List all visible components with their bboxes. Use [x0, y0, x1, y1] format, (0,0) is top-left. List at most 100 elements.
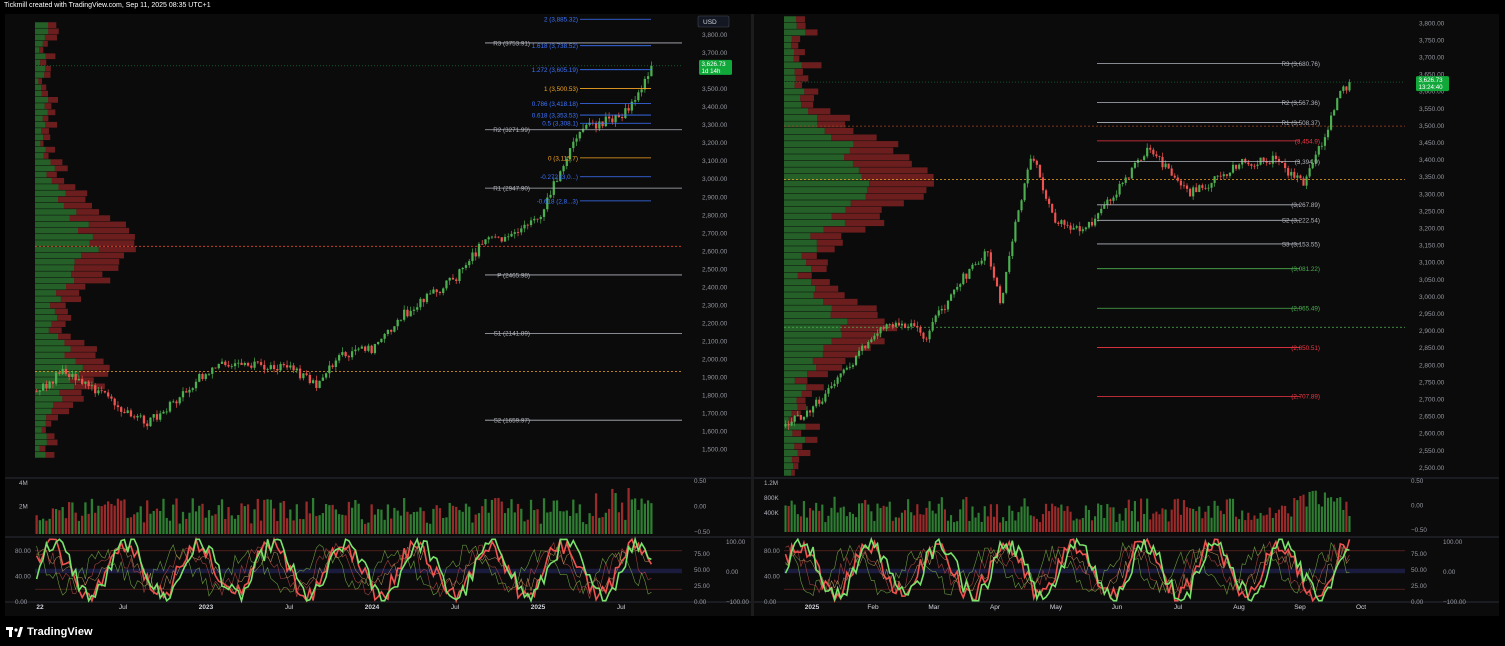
candle-body	[864, 345, 867, 349]
candle-body	[925, 338, 928, 340]
volume-bar	[120, 500, 123, 534]
oscillator-tick-label: 0.50	[694, 478, 707, 485]
volume-axis-label: 1.2M	[764, 480, 778, 487]
chart-panel-right[interactable]: 2,500.00 2,550.00 2,600.00 2,650.00 2,700.00…	[754, 14, 1499, 616]
candle-body	[386, 329, 390, 334]
candle-body	[240, 362, 243, 366]
y-tick-label: 3,550.00	[1419, 106, 1445, 113]
volume-bar	[1308, 491, 1311, 532]
candle-body	[185, 391, 188, 393]
candle-body	[805, 410, 809, 417]
candle-body	[266, 369, 269, 370]
y-tick-label: 2,900.00	[702, 194, 728, 201]
chart-right-svg[interactable]: 2,500.00 2,550.00 2,600.00 2,650.00 2,700.00…	[754, 14, 1499, 616]
volume-bar	[432, 508, 435, 534]
candle-body	[1317, 146, 1320, 155]
volume-bar	[1185, 507, 1189, 532]
volume-bar	[458, 510, 461, 534]
candle-body	[64, 368, 68, 374]
volume-bar	[110, 503, 113, 534]
volume-bar	[824, 522, 827, 532]
y-tick-label: 2,550.00	[1419, 448, 1445, 455]
volume-bar	[986, 516, 989, 532]
candle-body	[931, 322, 934, 331]
volume-profile-bar-up	[35, 445, 40, 452]
volume-bar	[854, 517, 858, 532]
volume-bar	[295, 504, 298, 534]
volume-profile-bar-down	[48, 327, 62, 334]
pivot-level-label: (2,965.49)	[1291, 306, 1320, 313]
volume-profile-bar-up	[35, 389, 60, 396]
x-tick-label: Aug	[1233, 604, 1245, 611]
volume-profile-bar-up	[784, 390, 802, 397]
volume-bar	[477, 513, 481, 534]
volume-bar	[910, 512, 913, 532]
candle-body	[217, 363, 220, 369]
volume-bar	[51, 508, 55, 534]
y-tick-label: 3,300.00	[702, 122, 728, 129]
candle-body	[1198, 185, 1201, 193]
tradingview-logo[interactable]: TradingView	[6, 626, 93, 638]
x-tick-label: May	[1050, 604, 1063, 611]
chart-left-svg[interactable]: 1,500.00 1,600.00 1,700.00 1,800.00 1,900.00…	[5, 14, 751, 616]
candle-body	[858, 350, 861, 356]
volume-bar	[266, 499, 269, 534]
candle-body	[201, 374, 204, 379]
volume-bar	[107, 501, 110, 534]
volume-profile-bar-down	[794, 68, 803, 75]
volume-profile-bar-down	[805, 423, 820, 430]
volume-profile-bar-up	[35, 96, 49, 103]
candle-body	[1268, 162, 1271, 164]
volume-bar	[1136, 521, 1140, 532]
candle-body	[922, 332, 925, 339]
volume-bar	[790, 500, 793, 532]
volume-profile-bar-down	[54, 308, 68, 315]
candle-body	[640, 89, 643, 93]
volume-bar	[207, 510, 211, 534]
volume-bar	[620, 502, 624, 534]
candle-body	[328, 365, 331, 374]
volume-bar	[542, 498, 546, 534]
volume-bar	[565, 510, 568, 534]
volume-profile-bar-up	[784, 35, 792, 43]
candle-body	[1097, 213, 1100, 219]
candle-body	[787, 423, 790, 426]
volume-profile-bar-down	[867, 187, 927, 194]
volume-bar	[1299, 495, 1302, 532]
volume-bar	[836, 512, 839, 532]
candle-body	[1250, 164, 1253, 166]
chart-panel-left[interactable]: 1,500.00 1,600.00 1,700.00 1,800.00 1,900.00…	[5, 14, 751, 616]
candle-body	[1051, 203, 1054, 213]
volume-bar	[962, 499, 965, 532]
fib-level-label: -0.618 (2,8...3)	[537, 198, 578, 205]
y-tick-label: 3,450.00	[1419, 140, 1445, 147]
volume-profile-bar-up	[784, 121, 818, 128]
volume-profile-bar-up	[784, 134, 832, 141]
volume-bar	[233, 518, 237, 534]
candle-body	[429, 293, 432, 295]
volume-bar	[1072, 520, 1075, 532]
volume-profile-bar-down	[45, 420, 52, 427]
volume-bar	[796, 514, 799, 532]
volume-profile-bar-down	[76, 209, 99, 215]
panel-divider[interactable]	[751, 14, 754, 616]
candle-body	[455, 279, 458, 282]
candle-body	[627, 108, 630, 111]
volume-profile-bar-up	[784, 463, 794, 470]
volume-profile-bar-up	[35, 240, 90, 246]
last-price-countdown: 1d 14h	[702, 68, 721, 75]
volume-profile-bar-up	[784, 384, 807, 391]
volume-bar	[1262, 515, 1265, 532]
volume-bar	[272, 508, 276, 534]
volume-bar	[845, 516, 848, 532]
volume-bar	[925, 507, 928, 532]
candle-body	[51, 381, 55, 384]
candle-body	[81, 378, 84, 384]
candle-body	[1207, 187, 1210, 189]
volume-profile-bar-down	[66, 283, 86, 290]
candle-body	[848, 366, 851, 368]
candle-body	[233, 363, 237, 367]
volume-profile-bar-up	[35, 134, 44, 141]
candle-body	[227, 365, 230, 367]
candle-body	[520, 228, 523, 233]
